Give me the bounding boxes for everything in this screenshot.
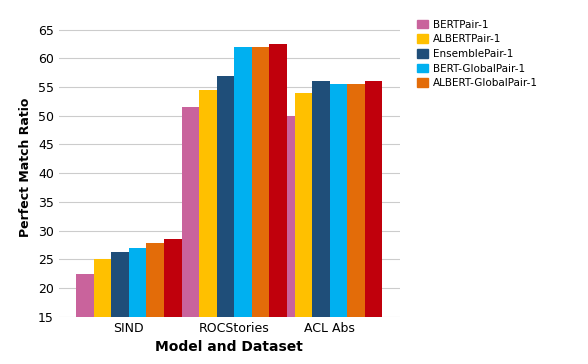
Bar	[199, 90, 216, 364]
Bar	[216, 76, 234, 364]
Bar	[330, 84, 348, 364]
Bar	[348, 84, 365, 364]
Bar	[76, 274, 94, 364]
Bar	[295, 93, 312, 364]
Bar	[252, 47, 269, 364]
Bar	[111, 252, 129, 364]
Bar	[312, 81, 330, 364]
Bar	[182, 107, 199, 364]
Bar	[365, 81, 382, 364]
Bar	[277, 116, 295, 364]
Bar	[129, 248, 146, 364]
Bar	[146, 243, 164, 364]
Bar	[269, 44, 287, 364]
Legend: BERTPair-1, ALBERTPair-1, EnsemblePair-1, BERT-GlobalPair-1, ALBERT-GlobalPair-1: BERTPair-1, ALBERTPair-1, EnsemblePair-1…	[415, 17, 540, 90]
Bar	[94, 259, 111, 364]
Bar	[164, 239, 182, 364]
X-axis label: Model and Dataset: Model and Dataset	[155, 340, 303, 354]
Y-axis label: Perfect Match Ratio: Perfect Match Ratio	[19, 98, 32, 237]
Bar	[234, 47, 252, 364]
